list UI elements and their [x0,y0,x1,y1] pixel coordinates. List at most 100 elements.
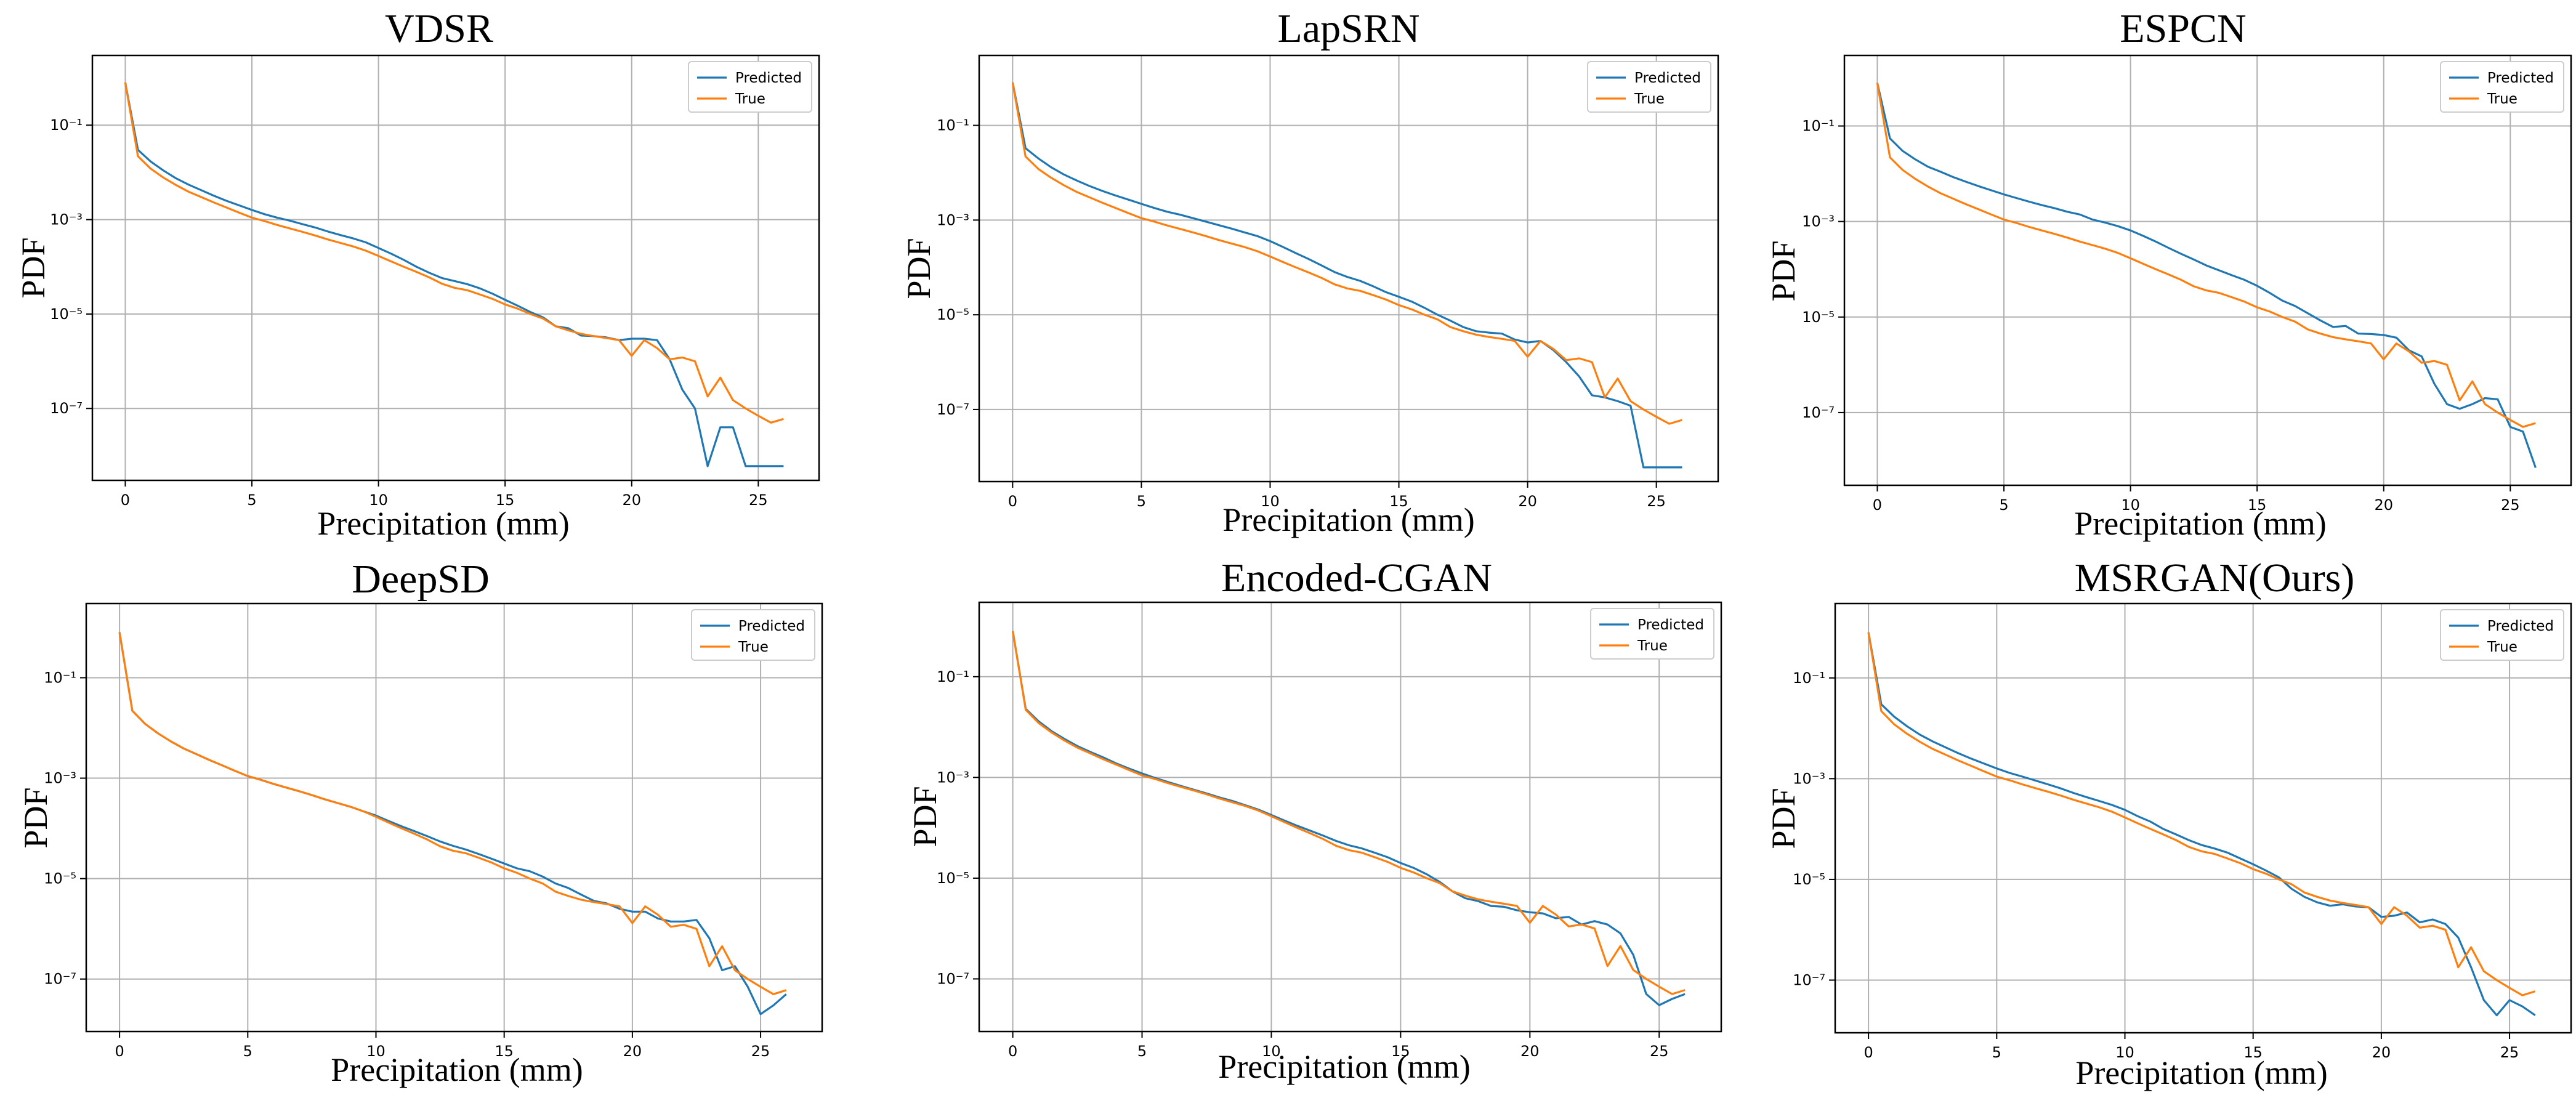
x-tick-label: 25 [1650,1043,1669,1060]
y-tick-label: 10⁻¹ [937,117,969,134]
y-axis-label: PDF [17,787,54,848]
y-tick-label: 10⁻⁷ [1802,404,1835,421]
chart-panel-2: 0 5 10 15 20 25 10⁻¹ 10⁻³ 10⁻⁵ 10⁻⁷ LapSRN Precipit… [900,6,1719,538]
series-line-predicted [124,82,784,467]
x-tick-label: 5 [1137,1043,1147,1060]
y-tick-label: 10⁻¹ [1802,118,1835,135]
x-tick-label: 20 [623,1043,642,1060]
x-axis-label: Precipitation (mm) [1222,501,1474,538]
series-line-predicted [1867,632,2536,1017]
series-line-true [1011,82,1682,425]
legend-label-predicted: Predicted [1634,70,1701,86]
legend-label-predicted: Predicted [2487,70,2554,86]
chart-title: ESPCN [2120,6,2246,51]
x-tick-label: 0 [1008,493,1017,510]
y-tick-label: 10⁻³ [937,769,969,786]
x-tick-label: 5 [1992,1044,2001,1061]
series-line-true [124,82,784,424]
x-tick-label: 0 [1008,1043,1017,1060]
legend: Predicted True [688,61,812,113]
y-tick-label: 10⁻³ [44,770,76,787]
x-tick-label: 15 [2243,1044,2263,1061]
y-tick-label: 10⁻¹ [937,668,969,685]
x-tick-label: 10 [2115,1044,2134,1061]
y-tick-label: 10⁻⁷ [937,401,969,418]
legend-label-true: True [2487,91,2517,107]
y-tick-label: 10⁻⁵ [1802,309,1835,326]
y-tick-label: 10⁻⁵ [937,870,969,887]
y-axis-label: PDF [906,786,943,847]
x-axis-label: Precipitation (mm) [1218,1048,1470,1085]
legend-label-predicted: Predicted [735,70,802,86]
chart-panel-4: 0 5 10 15 20 25 10⁻¹ 10⁻³ 10⁻⁵ 10⁻⁷ DeepSD Precipit… [17,557,823,1088]
x-tick-label: 10 [1262,1043,1281,1060]
chart-title: Encoded-CGAN [1221,556,1492,600]
chart-panel-6: 0 5 10 15 20 25 10⁻¹ 10⁻³ 10⁻⁵ 10⁻⁷ MSRGAN(Ours) Pr… [1765,556,2572,1091]
series-line-true [1876,83,2536,428]
x-tick-label: 0 [115,1043,124,1060]
y-tick-label: 10⁻³ [50,211,83,228]
y-tick-label: 10⁻⁵ [1793,871,1825,888]
legend-label-true: True [1634,91,1665,107]
legend: Predicted True [2440,61,2564,113]
axes-frame [1843,54,2572,487]
x-tick-label: 20 [1518,493,1537,510]
legend-label-true: True [735,91,765,107]
axes-frame [978,54,1719,483]
x-tick-label: 15 [495,1043,514,1060]
legend-label-true: True [2487,639,2517,655]
x-tick-label: 25 [2501,496,2520,514]
chart-panel-5: 0 5 10 15 20 25 10⁻¹ 10⁻³ 10⁻⁵ 10⁻⁷ Encoded-CGAN Pr… [906,556,1722,1085]
x-tick-label: 5 [247,491,256,509]
series-line-predicted [1011,82,1682,469]
x-tick-label: 20 [2372,1044,2391,1061]
axes-frame [978,601,1722,1033]
series-line-true [1867,632,2536,996]
x-tick-label: 15 [1389,493,1408,510]
y-axis-label: PDF [900,238,937,299]
legend-label-predicted: Predicted [1637,617,1704,633]
legend: Predicted True [691,609,815,661]
legend: Predicted True [1590,608,1714,660]
x-tick-label: 15 [1391,1043,1410,1060]
x-tick-label: 25 [751,1043,770,1060]
x-tick-label: 10 [366,1043,386,1060]
y-tick-label: 10⁻³ [1793,770,1825,787]
x-tick-label: 25 [1647,493,1666,510]
x-tick-label: 20 [1520,1043,1540,1060]
x-tick-label: 15 [496,491,515,509]
legend: Predicted True [1587,61,1711,113]
y-tick-label: 10⁻⁵ [50,305,83,323]
x-tick-label: 5 [1999,496,2008,514]
y-tick-label: 10⁻¹ [44,669,76,686]
chart-title: VDSR [385,6,493,51]
y-tick-label: 10⁻¹ [50,116,83,134]
x-axis-label: Precipitation (mm) [317,505,569,542]
chart-panel-1: 0 5 10 15 20 25 10⁻¹ 10⁻³ 10⁻⁵ 10⁻⁷ VDSR Precipitat… [15,6,820,542]
x-tick-label: 5 [243,1043,252,1060]
x-tick-label: 10 [1261,493,1280,510]
chart-title: LapSRN [1278,6,1420,51]
y-tick-label: 10⁻⁵ [44,870,76,887]
x-tick-label: 15 [2248,496,2267,514]
chart-title: DeepSD [352,557,490,602]
y-tick-label: 10⁻³ [1802,213,1835,230]
x-axis-label: Precipitation (mm) [2074,505,2326,542]
legend-label-predicted: Predicted [738,618,805,634]
series-line-predicted [1876,83,2537,469]
y-axis-label: PDF [15,237,52,298]
x-tick-label: 25 [749,491,768,509]
chart-panel-3: 0 5 10 15 20 25 10⁻¹ 10⁻³ 10⁻⁵ 10⁻⁷ ESPCN Precipita… [1765,6,2572,542]
y-tick-label: 10⁻⁷ [1793,971,1825,988]
legend: Predicted True [2440,609,2564,661]
series-line-true [118,632,787,995]
axes-frame [85,602,823,1033]
x-tick-label: 10 [369,491,388,509]
y-tick-label: 10⁻⁷ [50,400,83,417]
legend-label-true: True [738,639,769,655]
y-tick-label: 10⁻⁵ [937,306,969,323]
axes-frame [1834,602,2572,1034]
y-tick-label: 10⁻³ [937,211,969,228]
x-tick-label: 20 [2374,496,2393,514]
